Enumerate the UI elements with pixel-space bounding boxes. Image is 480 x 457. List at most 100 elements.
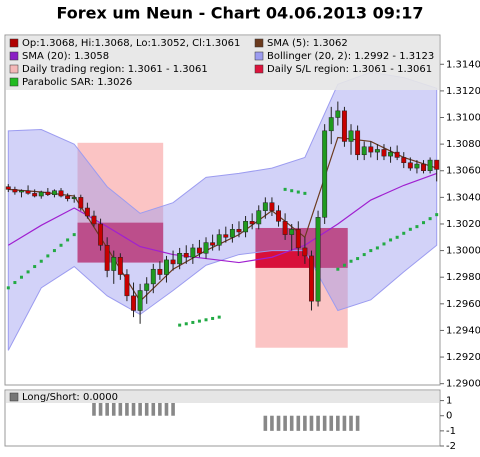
- sar-dot: [197, 319, 201, 323]
- y-tick-label: 1.3020: [446, 219, 480, 230]
- candle-body: [216, 234, 222, 246]
- legend-label: Long/Short: 0.0000: [22, 392, 118, 403]
- sar-dot: [283, 187, 287, 191]
- sar-dot: [395, 235, 399, 239]
- candle-body: [5, 186, 11, 190]
- sar-dot: [389, 238, 393, 242]
- sar-dot: [422, 221, 426, 225]
- sar-dot: [66, 238, 70, 242]
- y-tick-label: -2: [446, 441, 456, 452]
- sar-dot: [342, 263, 346, 267]
- chart-title: Forex um Neun - Chart 04.06.2013 09:17: [56, 4, 423, 23]
- candle-body: [388, 151, 394, 157]
- candle-body: [276, 210, 281, 222]
- bar: [296, 415, 301, 431]
- sar-dot: [408, 227, 412, 231]
- candle-body: [434, 159, 440, 170]
- bar: [111, 400, 116, 416]
- candle-body: [421, 163, 426, 171]
- bar: [144, 400, 149, 416]
- candle-body: [328, 117, 334, 132]
- bar: [138, 400, 142, 416]
- y-tick-label: 1.3040: [446, 192, 480, 203]
- sar-dot: [72, 233, 76, 237]
- legend-label: SMA (20): 1.3058: [22, 51, 109, 62]
- legend-label: Parabolic SAR: 1.3026: [22, 77, 132, 88]
- candle-body: [249, 221, 255, 225]
- candle-body: [78, 197, 84, 209]
- candle-body: [309, 255, 314, 302]
- legend-label: Daily S/L region: 1.3061 - 1.3061: [267, 64, 432, 75]
- candle-body: [315, 217, 321, 302]
- candle-body: [19, 190, 24, 193]
- y-tick-label: 1.3060: [446, 166, 480, 177]
- sar-dot: [39, 259, 43, 263]
- candle-body: [150, 268, 156, 285]
- bar: [276, 415, 281, 431]
- legend-label: Op:1.3068, Hi:1.3068, Lo:1.3052, Cl:1.30…: [22, 38, 240, 49]
- sar-dot: [217, 315, 221, 319]
- candle-body: [322, 130, 328, 218]
- sar-dot: [415, 225, 419, 229]
- bar: [349, 415, 353, 431]
- candle-body: [84, 207, 90, 217]
- bar: [289, 415, 294, 431]
- candle-body: [355, 130, 361, 156]
- legend-swatch: [254, 64, 264, 74]
- candle-body: [210, 242, 216, 246]
- bar: [309, 415, 314, 431]
- candle-body: [104, 245, 110, 271]
- candle-body: [32, 193, 38, 197]
- y-tick-label: 1.3120: [446, 86, 480, 97]
- sar-dot: [184, 322, 188, 326]
- candle-body: [335, 110, 341, 118]
- bar: [118, 400, 123, 416]
- candle-body: [45, 191, 51, 195]
- sar-dot: [382, 242, 386, 246]
- candle-body: [183, 253, 189, 258]
- candle-body: [91, 215, 97, 225]
- candle-body: [256, 210, 262, 225]
- bar: [92, 400, 96, 416]
- bar: [151, 400, 156, 416]
- candle-body: [269, 202, 275, 211]
- candle-body: [361, 146, 367, 156]
- sar-dot: [375, 246, 379, 250]
- candle-body: [117, 256, 123, 275]
- bar: [171, 400, 175, 416]
- legend-box: [6, 36, 439, 90]
- legend-label: SMA (5): 1.3062: [267, 38, 348, 49]
- candle-body: [170, 259, 176, 265]
- sar-dot: [178, 323, 182, 327]
- candle-body: [164, 259, 169, 275]
- y-tick-label: 1.2920: [446, 352, 480, 363]
- legend-swatch: [9, 64, 19, 74]
- sar-dot: [26, 270, 30, 274]
- y-tick-label: 1: [446, 396, 452, 407]
- legend-swatch: [254, 38, 264, 48]
- candle-body: [262, 202, 268, 211]
- candle-body: [203, 242, 209, 254]
- bar: [355, 415, 360, 431]
- bar: [329, 415, 334, 431]
- candle-body: [196, 247, 202, 254]
- candle-body: [368, 146, 374, 153]
- legend-box: [6, 391, 439, 403]
- sar-dot: [349, 259, 353, 263]
- sar-dot: [290, 189, 294, 193]
- bar: [158, 400, 162, 416]
- candle-body: [131, 295, 136, 311]
- sar-dot: [435, 213, 439, 217]
- candle-body: [190, 247, 196, 258]
- candle-body: [381, 149, 387, 157]
- candle-body: [243, 221, 249, 233]
- bar: [105, 400, 109, 416]
- sar-dot: [211, 316, 215, 320]
- bar: [263, 415, 268, 431]
- sma20-line: [7, 172, 437, 264]
- sar-dot: [369, 249, 373, 253]
- y-tick-label: 1.3080: [446, 139, 480, 150]
- sar-dot: [46, 254, 50, 258]
